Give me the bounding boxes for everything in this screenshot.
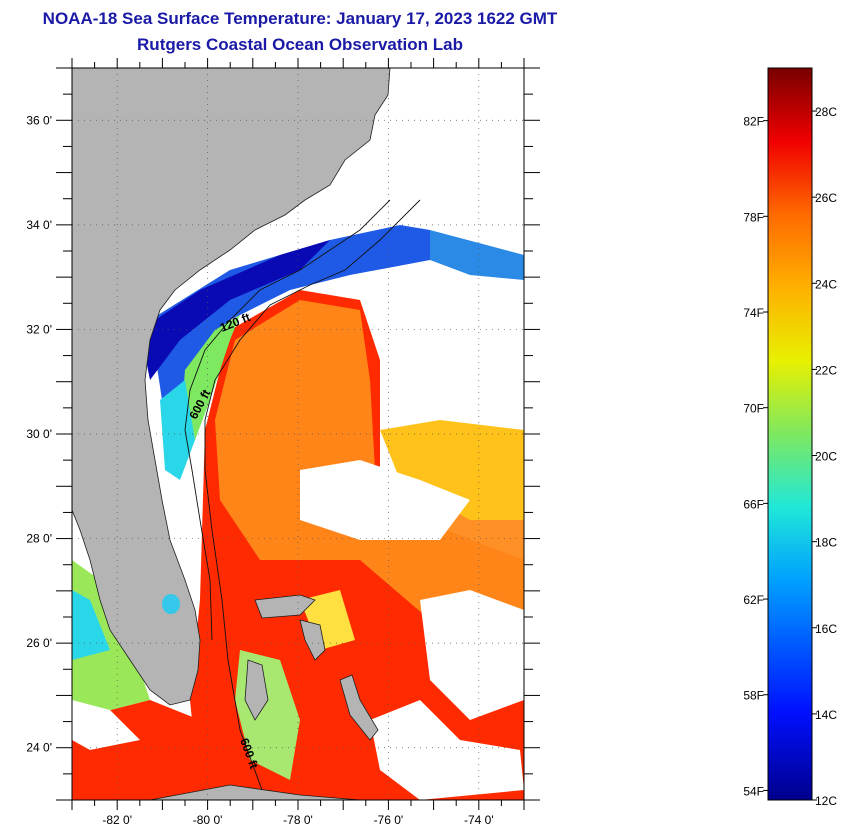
cloud-patch-central — [300, 460, 470, 540]
lon-tick-label: -78 0' — [283, 813, 313, 827]
lon-tick-label: -82 0' — [102, 813, 132, 827]
colorbar-c-label: 28C — [815, 105, 837, 119]
colorbar-c-label: 12C — [815, 794, 837, 808]
map-ticks: 36 0' 34 0' 32 0' 30 0' 28 0' 26 0' 24 0' -82 0… — [26, 58, 540, 827]
contour-120ft-line — [184, 199, 391, 641]
colorbar-f-label: 54F — [743, 784, 764, 798]
sst-florida-west-green — [72, 560, 150, 720]
colorbar-c-label: 14C — [815, 708, 837, 722]
colorbar-f-label: 78F — [743, 210, 764, 224]
map-grid — [72, 68, 524, 800]
colorbar-f-label: 82F — [743, 115, 764, 129]
land-cuba — [149, 784, 361, 800]
colorbar-c-label: 26C — [815, 191, 837, 205]
lon-tick-label: -80 0' — [193, 813, 223, 827]
colorbar-c-label: 16C — [815, 622, 837, 636]
colorbar-labels: 28C 26C 24C 22C 20C 18C 16C 14C 12C 82F 78F 74F 70F 6… — [743, 105, 837, 808]
sst-yellow-offshore — [380, 420, 524, 520]
lake-okeechobee — [162, 594, 180, 614]
sst-shelf-green — [180, 315, 240, 440]
lat-tick-label: 36 0' — [26, 113, 52, 127]
colorbar-f-label: 62F — [743, 593, 764, 607]
map-border — [71, 67, 525, 801]
land-andros — [244, 659, 269, 721]
land-grand-bahama — [254, 594, 316, 619]
cloud-patch-gulf — [72, 700, 140, 750]
colorbar-c-label: 24C — [815, 277, 837, 291]
lon-tick-label: -74 0' — [464, 813, 494, 827]
contour-600ft-line — [204, 199, 421, 791]
land-abaco — [299, 619, 326, 661]
colorbar-f-label: 58F — [743, 689, 764, 703]
chart-title: NOAA-18 Sea Surface Temperature: January… — [42, 9, 558, 28]
colorbar-f-label: 66F — [743, 497, 764, 511]
lat-tick-label: 28 0' — [26, 532, 52, 546]
lat-tick-label: 32 0' — [26, 322, 52, 336]
chart-subtitle: Rutgers Coastal Ocean Observation Lab — [137, 35, 463, 54]
cloud-patch-southeast — [420, 590, 524, 720]
lon-tick-label: -76 0' — [374, 813, 404, 827]
land-eleuthera — [339, 674, 379, 741]
cloud-patch-south — [370, 700, 524, 800]
sst-shelf-cyan — [160, 380, 195, 480]
colorbar-c-label: 22C — [815, 363, 837, 377]
sst-bahamas-shallow-2 — [300, 590, 355, 650]
sst-northeast-blue — [430, 230, 524, 280]
sst-darkblue-nearshore — [140, 240, 330, 380]
lat-tick-label: 34 0' — [26, 218, 52, 232]
colorbar — [767, 67, 813, 801]
colorbar-f-label: 74F — [743, 306, 764, 320]
colorbar-c-label: 20C — [815, 450, 837, 464]
colorbar-c-label: 18C — [815, 536, 837, 550]
cloud-patch-east — [380, 270, 524, 420]
lat-tick-label: 30 0' — [26, 427, 52, 441]
sst-florida-west-cyan — [72, 590, 110, 660]
map-layers — [72, 68, 524, 800]
lat-tick-label: 24 0' — [26, 741, 52, 755]
lat-tick-label: 26 0' — [26, 636, 52, 650]
colorbar-f-label: 70F — [743, 402, 764, 416]
land-us-coast — [72, 68, 391, 706]
